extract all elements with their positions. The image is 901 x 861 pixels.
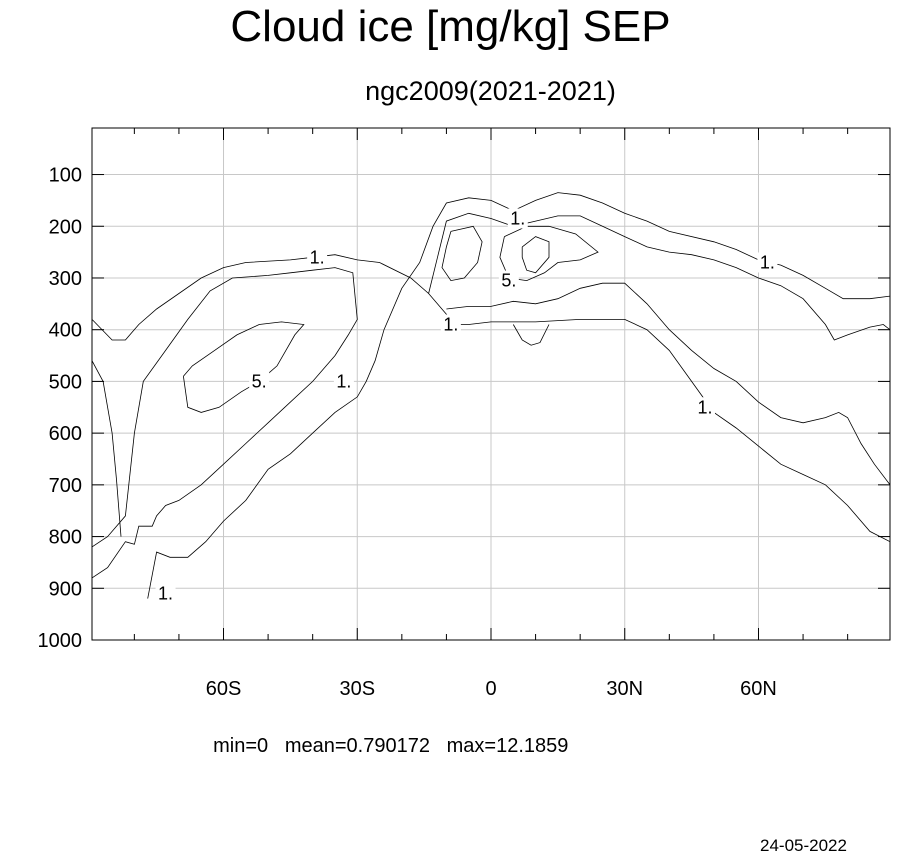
contour-line-5 <box>521 236 550 274</box>
contour-line-1 <box>428 212 891 341</box>
y-tick-label: 900 <box>49 578 82 600</box>
contour-line-1 <box>91 267 358 579</box>
chart-title: Cloud ice [mg/kg] SEP <box>230 2 671 51</box>
contour-label: 1. <box>158 583 173 603</box>
contour-line-5 <box>441 225 483 282</box>
stat-mean: mean=0.790172 <box>284 735 430 757</box>
stat-max: max=12.1859 <box>446 735 569 757</box>
contour-label: 5. <box>501 271 516 291</box>
contour-label-background <box>757 252 778 273</box>
y-tick-label: 300 <box>49 268 82 290</box>
y-tick-label: 100 <box>49 165 82 187</box>
y-tick-label: 500 <box>49 371 82 393</box>
contour-label: 5. <box>252 371 267 391</box>
contour-label-background <box>440 314 461 335</box>
contour-labels: 1. 5. 1. 1. 1. 5. 1. 1. 1. <box>155 208 778 604</box>
contour-label-background <box>249 371 270 392</box>
contour-line-1 <box>512 324 550 346</box>
contour-line-1 <box>147 192 891 599</box>
chart-subtitle: ngc2009(2021-2021) <box>365 76 616 106</box>
x-tick-label: 0 <box>485 678 496 700</box>
contour-line-1 <box>446 282 891 486</box>
contour-label: 1. <box>697 397 712 417</box>
y-tick-label: 1000 <box>38 630 83 652</box>
contour-label: 1. <box>443 315 458 335</box>
contour-label: 1. <box>336 371 351 391</box>
y-tick-label: 600 <box>49 423 82 445</box>
contour-line-1 <box>91 360 122 537</box>
x-tick-label: 60S <box>206 678 242 700</box>
date-stamp: 24-05-2022 <box>760 836 847 855</box>
contour-label-background <box>333 371 354 392</box>
contour-label: 1. <box>310 247 325 267</box>
y-tick-label: 200 <box>49 216 82 238</box>
contour-lines <box>91 192 891 599</box>
axis-tick-labels: 60S 30S 0 30N 60N 100 200 300 400 500 600 700 800 900… <box>38 165 777 700</box>
contour-label-background <box>507 208 528 229</box>
statistics-line: min=0 mean=0.790172 max=12.1859 <box>202 712 568 758</box>
contour-label-background <box>155 583 176 604</box>
stat-min: min=0 <box>213 735 269 757</box>
contour-label-background <box>498 270 519 291</box>
contour-line-5 <box>183 321 305 413</box>
y-tick-label: 400 <box>49 320 82 342</box>
contour-label: 1. <box>510 209 525 229</box>
x-tick-label: 30N <box>606 678 643 700</box>
contour-label-background <box>307 247 328 268</box>
x-tick-label: 60N <box>740 678 777 700</box>
contour-label: 1. <box>760 252 775 272</box>
axis-ticks <box>92 128 890 641</box>
y-tick-label: 800 <box>49 527 82 549</box>
y-tick-label: 700 <box>49 475 82 497</box>
x-tick-label: 30S <box>339 678 375 700</box>
grid-lines <box>92 128 890 640</box>
contour-label-background <box>694 397 715 418</box>
